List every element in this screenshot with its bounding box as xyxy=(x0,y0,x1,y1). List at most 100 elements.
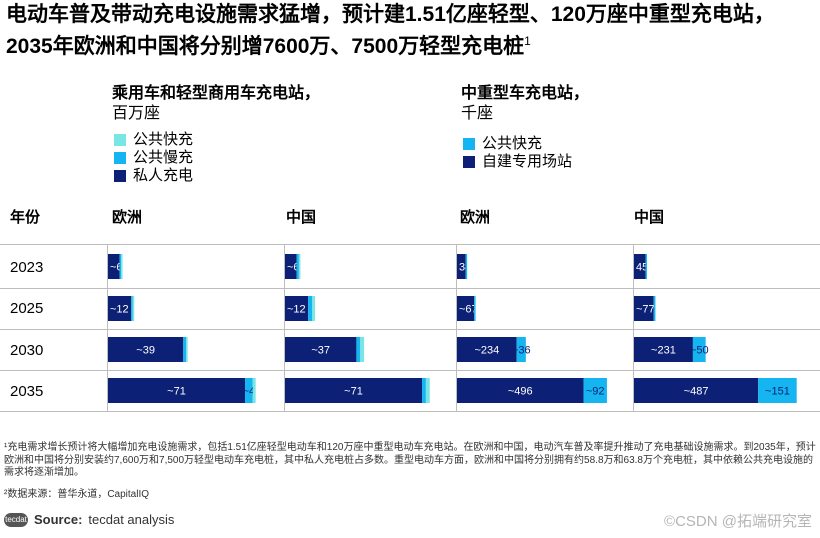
bar-value-label: ~71 xyxy=(344,386,363,398)
source-line: tecdat Source: tecdat analysis xyxy=(4,512,174,527)
row-divider xyxy=(0,288,820,289)
legend-swatch xyxy=(114,134,126,146)
bar-segment xyxy=(186,337,188,362)
bar-value-label: 45 xyxy=(636,262,648,274)
row-divider xyxy=(0,244,820,245)
bar-value-label: ~50 xyxy=(690,345,709,357)
legend-item: 公共快充 xyxy=(463,135,572,153)
bar-value-label: ~6 xyxy=(110,262,123,274)
year-column-header: 年份 xyxy=(10,209,41,226)
bar-segment xyxy=(457,296,475,321)
bar-segment xyxy=(308,296,313,321)
bar-segment xyxy=(516,337,526,362)
bar-value-label: ~36 xyxy=(512,345,531,357)
bar-segment xyxy=(121,254,123,279)
heavy-group-title: 中重型车充电站， xyxy=(461,85,590,102)
bar-segment xyxy=(131,296,133,321)
light-group-header: 乘用车和轻型商用车充电站， 百万座 xyxy=(112,84,320,124)
column-axis-line xyxy=(107,245,108,412)
legend-label: 公共快充 xyxy=(482,135,543,152)
row-divider xyxy=(0,411,820,412)
heavy-group-header: 中重型车充电站， 千座 xyxy=(461,84,589,124)
bar-segment xyxy=(465,254,468,279)
footnote-2: ²数据来源：普华永道，CapitalIQ xyxy=(4,489,150,500)
bar-value-label: ~39 xyxy=(136,345,155,357)
legend-label: 自建专用场站 xyxy=(482,153,573,170)
bar-value-label: ~6 xyxy=(287,262,300,274)
heavy-group-unit: 千座 xyxy=(461,105,494,122)
bar-value-label: ~234 xyxy=(474,345,499,357)
bar-segment xyxy=(119,254,122,279)
column-axis-line xyxy=(633,245,634,412)
legend-label: 私人充电 xyxy=(133,167,194,184)
bar-value-label: ~67 xyxy=(459,304,478,316)
eu-light-column-header: 欧洲 xyxy=(112,209,143,226)
bar-value-label: ~12 xyxy=(110,304,129,316)
legend-label: 公共慢充 xyxy=(133,149,194,166)
bar-value-label: ~231 xyxy=(651,345,676,357)
bar-segment xyxy=(298,254,301,279)
bar-value-label: ~92 xyxy=(586,386,605,398)
bar-segment xyxy=(285,378,423,403)
year-label: 2025 xyxy=(10,300,44,317)
bar-value-label: 34 xyxy=(459,262,471,274)
tecdat-logo: tecdat xyxy=(4,512,28,527)
bar-segment xyxy=(634,337,693,362)
legend-swatch xyxy=(114,170,126,182)
bar-segment xyxy=(108,296,132,321)
legend-item: 公共慢充 xyxy=(114,149,193,167)
bar-value-label: ~151 xyxy=(765,386,790,398)
bar-segment xyxy=(457,254,466,279)
bar-segment xyxy=(108,378,246,403)
bar-value-label: ~4 xyxy=(243,386,256,398)
legend-swatch xyxy=(463,156,475,168)
legend-swatch xyxy=(463,138,475,150)
bar-segment xyxy=(634,296,654,321)
bar-segment xyxy=(457,337,517,362)
legend-swatch xyxy=(114,152,126,164)
bar-segment xyxy=(425,378,430,403)
bar-segment xyxy=(245,378,253,403)
bar-segment xyxy=(132,296,135,321)
bar-segment xyxy=(360,337,365,362)
bar-segment xyxy=(634,378,759,403)
cn-light-column-header: 中国 xyxy=(286,209,317,226)
light-legend: 公共快充 公共慢充 私人充电 xyxy=(114,131,193,185)
year-label: 2023 xyxy=(10,259,44,276)
watermark: ©CSDN @拓端研究室 xyxy=(664,513,812,530)
chart-title-text: 电动车普及带动充电设施需求猛增，预计建1.51亿座轻型、120万座中重型充电站，… xyxy=(6,3,775,58)
title-footnote-marker: 1 xyxy=(524,34,531,48)
bar-segment xyxy=(692,337,706,362)
bar-segment xyxy=(285,296,309,321)
bar-value-label: ~487 xyxy=(684,386,709,398)
bar-segment xyxy=(356,337,361,362)
source-text: tecdat analysis xyxy=(88,512,175,527)
bar-segment xyxy=(583,378,607,403)
bar-value-label: ~496 xyxy=(508,386,533,398)
row-divider xyxy=(0,370,820,371)
bar-segment xyxy=(758,378,797,403)
cn-heavy-column-header: 中国 xyxy=(634,209,665,226)
footnote-1: ¹充电需求增长预计将大幅增加充电设施需求，包括1.51亿座轻型电动车和120万座… xyxy=(4,442,816,478)
bar-segment xyxy=(252,378,256,403)
heavy-legend: 公共快充 自建专用场站 xyxy=(463,135,572,171)
bar-segment xyxy=(312,296,315,321)
bar-segment xyxy=(653,296,656,321)
legend-item: 私人充电 xyxy=(114,167,193,185)
bar-segment xyxy=(457,378,584,403)
bar-segment xyxy=(422,378,426,403)
bar-segment xyxy=(474,296,476,321)
bar-segment xyxy=(183,337,187,362)
light-group-unit: 百万座 xyxy=(112,105,161,122)
column-axis-line xyxy=(284,245,285,412)
legend-item: 公共快充 xyxy=(114,131,193,149)
bar-segment xyxy=(285,337,357,362)
year-label: 2035 xyxy=(10,383,44,400)
bar-value-label: ~71 xyxy=(167,386,186,398)
bar-value-label: ~12 xyxy=(287,304,306,316)
source-label: Source: xyxy=(34,512,83,527)
legend-label: 公共快充 xyxy=(133,131,194,148)
bar-segment xyxy=(108,254,120,279)
legend-item: 自建专用场站 xyxy=(463,153,572,171)
bar-segment xyxy=(645,254,647,279)
